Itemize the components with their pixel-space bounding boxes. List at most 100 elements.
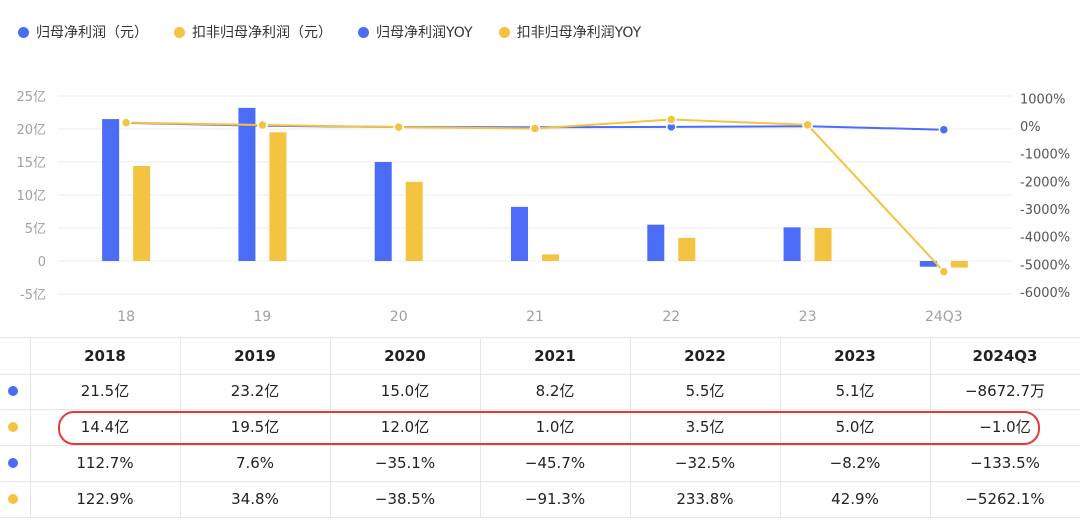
- table-header-cell: 2018: [84, 347, 126, 365]
- table-cell: −1.0亿: [979, 418, 1031, 436]
- line-point: [529, 123, 541, 134]
- column-divider: [180, 409, 181, 445]
- x-tick-label: 20: [390, 309, 408, 325]
- column-divider: [630, 481, 631, 517]
- column-divider: [480, 445, 481, 481]
- line-point: [938, 124, 950, 135]
- combo-chart: 25亿 20亿 15亿 10亿 5亿 0 -5亿 1000% 0% -1000% -2000% -30…: [16, 90, 1070, 325]
- legend-item[interactable]: 扣非归母净利润（元）: [174, 22, 332, 42]
- table-cell: 5.1亿: [835, 382, 875, 400]
- column-divider: [30, 481, 31, 517]
- table-cell: 34.8%: [231, 490, 279, 508]
- column-divider: [630, 373, 631, 409]
- column-divider: [630, 445, 631, 481]
- bar: [783, 227, 801, 261]
- bar: [647, 224, 665, 261]
- column-divider: [480, 373, 481, 409]
- table-cell: 7.6%: [235, 454, 275, 472]
- column-divider: [480, 338, 481, 374]
- y-right-tick-label: -3000%: [1020, 203, 1070, 218]
- table-cell: 42.9%: [831, 490, 879, 508]
- legend-dot-icon: [498, 26, 510, 38]
- table-cell: 3.5亿: [685, 418, 725, 436]
- x-tick-label: 23: [799, 309, 817, 325]
- table-row: 21.5亿 23.2亿 15.0亿 8.2亿 5.5亿 5.1亿 −8672.7万: [0, 373, 1080, 410]
- column-divider: [780, 481, 781, 517]
- column-divider: [330, 373, 331, 409]
- column-divider: [780, 409, 781, 445]
- table-cell: −32.5%: [674, 454, 736, 472]
- table-cell: −8672.7万: [964, 382, 1046, 400]
- y-right-tick-label: -1000%: [1020, 148, 1070, 163]
- legend-item[interactable]: 归母净利润（元）: [18, 22, 148, 42]
- y-left-tick-label: 25亿: [16, 90, 46, 105]
- row-legend-dot-icon: [8, 386, 18, 396]
- table-cell: 8.2亿: [535, 382, 575, 400]
- legend-dot-icon: [174, 26, 185, 38]
- bar: [405, 181, 423, 261]
- line-point: [120, 117, 132, 128]
- column-divider: [30, 409, 31, 445]
- column-divider: [30, 445, 31, 481]
- table-header-cell: 2023: [834, 347, 876, 365]
- column-divider: [180, 481, 181, 517]
- y-right-tick-label: -2000%: [1020, 175, 1070, 190]
- bar: [133, 165, 151, 261]
- table-header-row: 2018 2019 2020 2021 2022 2023 2024Q3: [0, 337, 1080, 375]
- row-legend-dot-icon: [8, 458, 18, 468]
- legend-dot-icon: [358, 26, 369, 38]
- column-divider: [630, 409, 631, 445]
- column-divider: [930, 338, 931, 374]
- column-divider: [780, 445, 781, 481]
- y-right-tick-label: -5000%: [1020, 258, 1070, 273]
- x-tick-label: 21: [526, 309, 544, 325]
- y-right-tick-label: 1000%: [1020, 92, 1065, 107]
- table-cell: 14.4亿: [80, 418, 130, 436]
- table-cell: 5.0亿: [835, 418, 875, 436]
- table-row: 14.4亿 19.5亿 12.0亿 1.0亿 3.5亿 5.0亿 −1.0亿: [0, 409, 1080, 446]
- table-cell: 19.5亿: [230, 418, 280, 436]
- x-tick-label: 18: [117, 309, 135, 325]
- bar: [678, 237, 696, 261]
- column-divider: [780, 338, 781, 374]
- table-cell: 122.9%: [76, 490, 134, 508]
- column-divider: [30, 338, 31, 374]
- x-tick-label: 24Q3: [925, 309, 963, 325]
- column-divider: [180, 445, 181, 481]
- x-tick-label: 19: [254, 309, 272, 325]
- row-legend-dot-icon: [8, 422, 18, 432]
- legend-dot-icon: [18, 26, 29, 38]
- y-left-tick-label: -5亿: [20, 288, 46, 303]
- y-left-tick-label: 10亿: [16, 189, 46, 204]
- y-right-tick-label: -6000%: [1020, 286, 1070, 301]
- legend-item[interactable]: 扣非归母净利润YOY: [498, 22, 641, 42]
- y-left-tick-label: 15亿: [16, 156, 46, 171]
- table-header-cell: 2022: [684, 347, 726, 365]
- column-divider: [330, 481, 331, 517]
- column-divider: [180, 373, 181, 409]
- table-header-cell: 2020: [384, 347, 426, 365]
- table-cell: −45.7%: [524, 454, 586, 472]
- column-divider: [930, 373, 931, 409]
- table-cell: −38.5%: [374, 490, 436, 508]
- table-cell: 112.7%: [76, 454, 134, 472]
- column-divider: [930, 481, 931, 517]
- column-divider: [930, 445, 931, 481]
- bar: [269, 132, 287, 261]
- legend-item[interactable]: 归母净利润YOY: [358, 22, 473, 42]
- column-divider: [930, 409, 931, 445]
- table-cell: 12.0亿: [380, 418, 430, 436]
- column-divider: [780, 373, 781, 409]
- legend-label: 扣非归母净利润（元）: [192, 25, 332, 41]
- bar: [374, 162, 392, 261]
- bar: [814, 228, 832, 261]
- table-cell: −35.1%: [374, 454, 436, 472]
- table-row: 122.9% 34.8% −38.5% −91.3% 233.8% 42.9% −5262.…: [0, 481, 1080, 518]
- x-tick-label: 22: [662, 309, 680, 325]
- table-cell: 15.0亿: [380, 382, 430, 400]
- y-left-tick-label: 20亿: [16, 123, 46, 138]
- table-cell: −133.5%: [970, 454, 1040, 472]
- bar: [511, 206, 528, 261]
- line-point: [802, 119, 813, 131]
- table-header-cell: 2024Q3: [972, 347, 1038, 365]
